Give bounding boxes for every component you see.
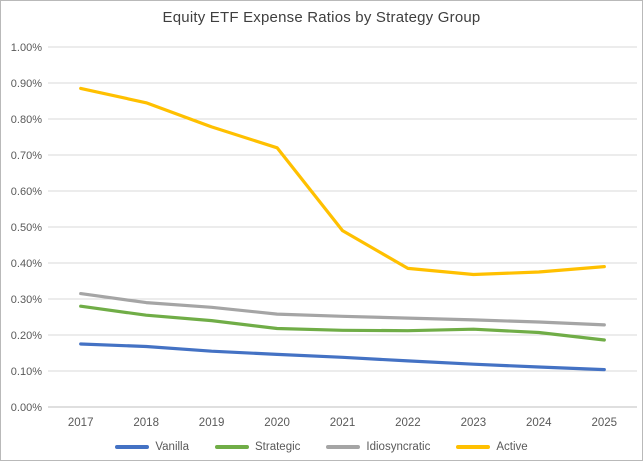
y-axis-tick-label: 0.60%	[11, 186, 42, 198]
series-line-idiosyncratic	[79, 292, 606, 327]
legend-line-swatch	[326, 445, 361, 449]
series-line-strategic	[79, 304, 606, 342]
y-axis-tick-label: 1.00%	[11, 42, 42, 54]
y-axis-tick-label: 0.70%	[11, 150, 42, 162]
legend-item-vanilla: Vanilla	[115, 441, 189, 453]
x-axis-tick-label: 2022	[395, 417, 421, 429]
y-axis-tick-label: 0.10%	[11, 366, 42, 378]
x-axis-tick-label: 2019	[199, 417, 225, 429]
x-axis-tick-label: 2020	[264, 417, 290, 429]
legend-line-swatch	[456, 445, 491, 449]
chart-legend: Vanilla Strategic Idiosyncratic Active	[1, 441, 642, 453]
legend-label: Active	[496, 441, 528, 453]
legend-line-swatch	[115, 445, 150, 449]
chart-title: Equity ETF Expense Ratios by Strategy Gr…	[162, 9, 481, 26]
legend-label: Idiosyncratic	[366, 441, 431, 453]
series-line-active	[79, 86, 606, 277]
x-axis-tick-label: 2024	[526, 417, 552, 429]
y-axis-tick-label: 0.30%	[11, 294, 42, 306]
legend-item-strategic: Strategic	[215, 441, 300, 453]
x-axis-tick-label: 2021	[330, 417, 356, 429]
legend-item-active: Active	[456, 441, 528, 453]
x-axis-tick-label: 2017	[68, 417, 94, 429]
x-axis-tick-label: 2025	[592, 417, 618, 429]
y-axis-tick-label: 0.80%	[11, 114, 42, 126]
series-line-vanilla	[79, 342, 606, 372]
y-axis-tick-label: 0.40%	[11, 258, 42, 270]
legend-label: Strategic	[255, 441, 301, 453]
legend-item-idiosyncratic: Idiosyncratic	[326, 441, 430, 453]
x-axis-tick-label: 2018	[133, 417, 159, 429]
y-axis-tick-label: 0.90%	[11, 78, 42, 90]
y-axis-tick-label: 0.00%	[11, 402, 42, 414]
legend-label: Vanilla	[155, 441, 190, 453]
x-axis-tick-label: 2023	[461, 417, 487, 429]
y-axis-tick-label: 0.50%	[11, 222, 42, 234]
y-axis-tick-label: 0.20%	[11, 330, 42, 342]
legend-line-swatch	[215, 445, 250, 449]
